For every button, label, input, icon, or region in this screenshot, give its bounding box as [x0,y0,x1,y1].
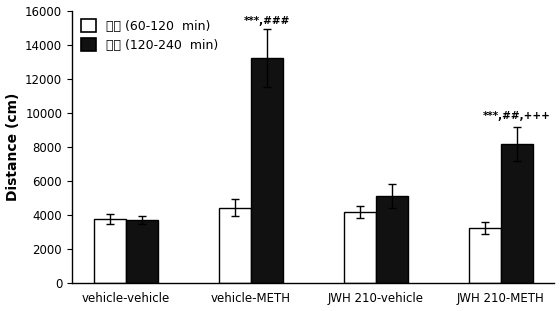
Bar [126,220,158,283]
Bar [94,219,126,283]
Bar [501,144,533,283]
Bar [251,58,283,283]
Text: ***,##,+++: ***,##,+++ [483,111,550,121]
Bar [219,208,251,283]
Y-axis label: Distance (cm): Distance (cm) [6,92,20,201]
Text: ***,###: ***,### [244,16,290,26]
Bar [469,228,501,283]
Bar [344,212,376,283]
Legend: 적응 (60-120  min), 투여 (120-240  min): 적응 (60-120 min), 투여 (120-240 min) [76,14,223,57]
Bar [376,196,408,283]
